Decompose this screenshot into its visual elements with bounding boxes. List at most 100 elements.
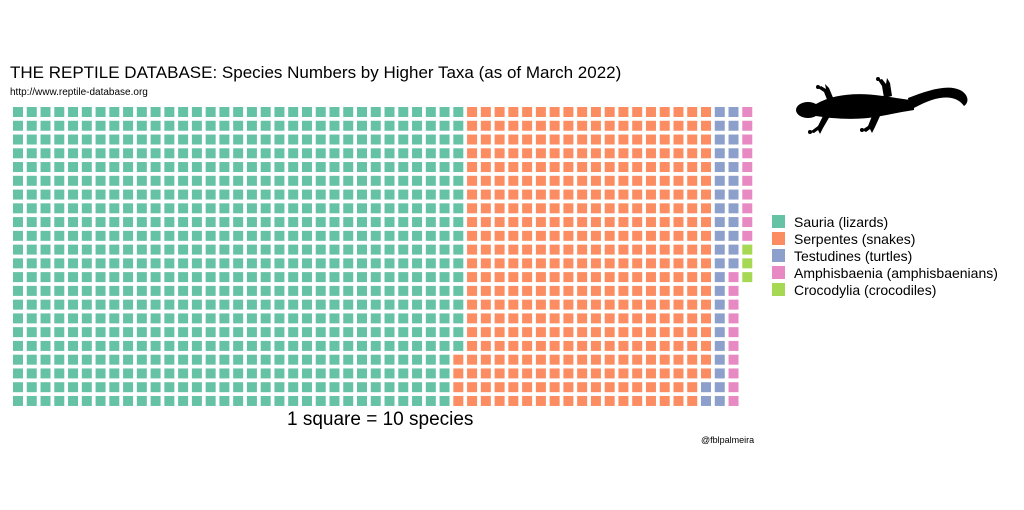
waffle-square-series-0 [95, 258, 106, 269]
waffle-square-series-0 [26, 203, 37, 214]
waffle-square-series-0 [81, 107, 92, 117]
waffle-square-series-1 [549, 120, 560, 131]
waffle-square-series-1 [522, 272, 533, 283]
waffle-square-series-0 [123, 217, 134, 228]
waffle-square-series-0 [370, 354, 381, 365]
waffle-square-series-0 [453, 148, 464, 159]
waffle-square-series-1 [467, 327, 478, 338]
waffle-square-series-1 [645, 285, 656, 296]
waffle-square-series-1 [563, 230, 574, 241]
waffle-square-series-0 [398, 120, 409, 131]
waffle-square-series-1 [549, 217, 560, 228]
waffle-square-series-1 [673, 327, 684, 338]
waffle-square-series-0 [384, 313, 395, 324]
waffle-square-series-0 [13, 189, 23, 200]
waffle-square-series-0 [40, 120, 51, 131]
waffle-square-series-0 [315, 354, 326, 365]
waffle-square-series-1 [467, 217, 478, 228]
waffle-square-series-1 [604, 354, 615, 365]
waffle-square-series-1 [604, 217, 615, 228]
waffle-square-series-1 [659, 107, 670, 117]
waffle-square-series-0 [136, 230, 147, 241]
waffle-square-series-0 [412, 382, 423, 393]
waffle-square-series-1 [577, 340, 588, 351]
waffle-square-series-2 [728, 134, 739, 145]
waffle-square-series-0 [68, 203, 79, 214]
waffle-square-series-1 [494, 217, 505, 228]
waffle-square-series-0 [260, 272, 271, 283]
waffle-square-series-1 [604, 340, 615, 351]
waffle-square-series-2 [714, 148, 725, 159]
waffle-square-series-0 [315, 340, 326, 351]
waffle-square-series-0 [260, 313, 271, 324]
waffle-square-series-1 [549, 272, 560, 283]
waffle-square-series-0 [164, 162, 175, 173]
waffle-square-series-0 [315, 107, 326, 117]
waffle-square-series-1 [687, 175, 698, 186]
waffle-square-series-0 [13, 285, 23, 296]
waffle-square-series-0 [40, 313, 51, 324]
waffle-square-series-0 [164, 120, 175, 131]
waffle-square-series-0 [109, 327, 120, 338]
waffle-square-series-1 [480, 340, 491, 351]
waffle-square-series-1 [467, 272, 478, 283]
waffle-square-series-0 [123, 134, 134, 145]
waffle-square-series-3 [728, 299, 739, 310]
waffle-square-series-0 [205, 107, 216, 117]
waffle-square-series-0 [219, 327, 230, 338]
waffle-square-series-1 [535, 120, 546, 131]
waffle-square-series-0 [219, 272, 230, 283]
waffle-square-series-0 [274, 327, 285, 338]
waffle-square-series-0 [233, 327, 244, 338]
waffle-square-series-0 [219, 148, 230, 159]
waffle-square-series-0 [315, 368, 326, 379]
waffle-square-series-0 [13, 230, 23, 241]
waffle-square-series-2 [728, 230, 739, 241]
waffle-square-series-1 [577, 382, 588, 393]
waffle-square-series-0 [412, 230, 423, 241]
waffle-square-series-0 [425, 299, 436, 310]
waffle-square-series-0 [178, 258, 189, 269]
waffle-square-series-0 [398, 162, 409, 173]
waffle-square-series-0 [95, 313, 106, 324]
waffle-square-series-0 [81, 313, 92, 324]
waffle-square-series-0 [246, 217, 257, 228]
waffle-square-series-0 [453, 203, 464, 214]
waffle-square-series-0 [191, 327, 202, 338]
waffle-square-series-1 [549, 162, 560, 173]
waffle-square-series-0 [205, 175, 216, 186]
waffle-square-series-0 [109, 354, 120, 365]
waffle-square-series-0 [109, 382, 120, 393]
waffle-square-series-0 [288, 327, 299, 338]
waffle-square-series-0 [453, 107, 464, 117]
waffle-square-series-1 [687, 354, 698, 365]
waffle-square-series-2 [701, 382, 711, 393]
waffle-square-series-0 [109, 285, 120, 296]
waffle-square-series-1 [577, 203, 588, 214]
waffle-square-series-1 [590, 382, 601, 393]
waffle-square-series-0 [370, 313, 381, 324]
waffle-square-series-1 [480, 272, 491, 283]
waffle-square-series-1 [563, 162, 574, 173]
waffle-square-series-1 [480, 382, 491, 393]
waffle-square-series-1 [453, 368, 464, 379]
waffle-square-series-0 [191, 382, 202, 393]
waffle-square-series-0 [343, 313, 354, 324]
waffle-square-series-1 [494, 148, 505, 159]
waffle-square-series-1 [659, 313, 670, 324]
waffle-square-series-0 [233, 368, 244, 379]
waffle-square-series-1 [645, 258, 656, 269]
waffle-square-series-0 [68, 162, 79, 173]
waffle-square-series-1 [494, 203, 505, 214]
waffle-square-series-0 [425, 354, 436, 365]
waffle-square-series-0 [109, 175, 120, 186]
waffle-square-series-0 [95, 230, 106, 241]
waffle-square-series-0 [40, 148, 51, 159]
waffle-square-series-0 [219, 313, 230, 324]
waffle-square-series-0 [81, 203, 92, 214]
waffle-square-series-0 [95, 368, 106, 379]
waffle-square-series-0 [26, 368, 37, 379]
waffle-square-series-2 [714, 299, 725, 310]
waffle-square-series-0 [233, 313, 244, 324]
waffle-square-series-1 [535, 368, 546, 379]
